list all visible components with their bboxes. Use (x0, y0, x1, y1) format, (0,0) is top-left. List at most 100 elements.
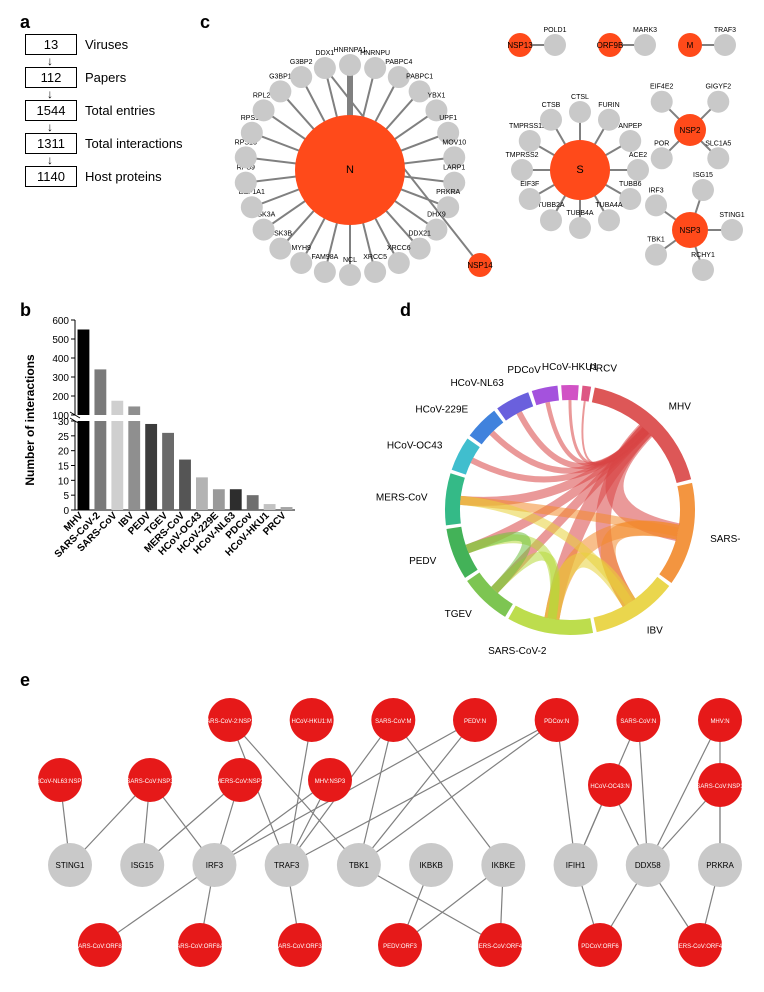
svg-text:G3BP1: G3BP1 (269, 73, 292, 80)
svg-text:HCoV-HKU1:M: HCoV-HKU1:M (291, 719, 331, 725)
svg-text:POLD1: POLD1 (544, 27, 567, 34)
svg-text:IRF3: IRF3 (206, 861, 224, 870)
panel-b-chart: 100200300400500600051015202530Number of … (20, 310, 300, 580)
svg-text:ISG15: ISG15 (131, 861, 154, 870)
svg-text:15: 15 (58, 462, 70, 473)
svg-text:UPF1: UPF1 (439, 115, 457, 122)
svg-text:HCoV-NL63: HCoV-NL63 (450, 378, 504, 389)
panel-d-chord: MHVSARS-CoVIBVSARS-CoV-2TGEVPEDVMERS-CoV… (340, 310, 740, 670)
svg-text:EIF4E2: EIF4E2 (650, 84, 673, 91)
svg-text:TBK1: TBK1 (349, 861, 370, 870)
panel-a-label: a (20, 12, 30, 33)
svg-text:PEDV:N: PEDV:N (464, 719, 486, 725)
flow-row: 13Viruses (25, 34, 195, 55)
svg-text:TRAF3: TRAF3 (714, 27, 736, 34)
flow-value: 1544 (25, 100, 77, 121)
svg-text:25: 25 (58, 432, 70, 443)
svg-text:DDX1: DDX1 (316, 50, 335, 57)
svg-text:MERS-CoV: MERS-CoV (376, 493, 428, 504)
svg-text:ACE2: ACE2 (629, 152, 647, 159)
svg-text:ANPEP: ANPEP (618, 123, 642, 130)
svg-text:5: 5 (63, 491, 69, 502)
panel-e-network: STING1 ISG15 IRF3 TRAF3 TBK1 IKBKB IKBKE IFIH1 D… (20, 680, 750, 980)
svg-text:HCoV-OC43: HCoV-OC43 (387, 440, 443, 451)
svg-text:FURIN: FURIN (598, 102, 619, 109)
figure: a b c d e 13Viruses↓112Papers↓1544Total … (10, 10, 754, 982)
svg-text:MERS-CoV:ORF4B: MERS-CoV:ORF4B (474, 944, 526, 950)
svg-text:300: 300 (52, 373, 69, 384)
svg-text:N: N (346, 164, 354, 176)
svg-text:PEDV:ORF3: PEDV:ORF3 (383, 944, 417, 950)
svg-text:SARS-CoV:NSP3: SARS-CoV:NSP3 (126, 779, 174, 785)
svg-text:IFIH1: IFIH1 (566, 861, 586, 870)
svg-text:600: 600 (52, 316, 69, 327)
svg-text:FAM98A: FAM98A (311, 254, 338, 261)
svg-text:SARS-CoV:ORF8AB: SARS-CoV:ORF8AB (172, 944, 227, 950)
svg-text:MERS-CoV:ORF4A: MERS-CoV:ORF4A (674, 944, 726, 950)
svg-text:NSP3: NSP3 (680, 226, 701, 235)
panel-a-flow: 13Viruses↓112Papers↓1544Total entries↓13… (25, 34, 195, 189)
svg-text:RCHY1: RCHY1 (691, 252, 715, 259)
svg-text:PDCoV: PDCoV (507, 365, 541, 376)
flow-label: Total entries (85, 103, 155, 118)
flow-row: 1544 Total entries (25, 100, 195, 121)
svg-text:MHV:NSP3: MHV:NSP3 (315, 779, 346, 785)
svg-text:NSP14: NSP14 (467, 261, 493, 270)
svg-text:NSP13: NSP13 (507, 41, 533, 50)
flow-arrow: ↓ (47, 156, 195, 164)
svg-text:500: 500 (52, 335, 69, 346)
svg-text:PRKRA: PRKRA (706, 861, 734, 870)
svg-text:SARS-CoV:NSP1: SARS-CoV:NSP1 (696, 784, 744, 790)
svg-text:SARS-CoV:M: SARS-CoV:M (375, 719, 411, 725)
svg-text:20: 20 (58, 447, 70, 458)
svg-text:TBK1: TBK1 (647, 237, 665, 244)
svg-text:HNRNPU: HNRNPU (360, 50, 390, 57)
svg-text:GIGYF2: GIGYF2 (705, 84, 731, 91)
svg-text:XRCC5: XRCC5 (363, 254, 387, 261)
svg-text:TMPRSS2: TMPRSS2 (505, 152, 538, 159)
svg-text:PRKRA: PRKRA (436, 189, 460, 196)
svg-text:DDX58: DDX58 (635, 861, 661, 870)
svg-text:MYH9: MYH9 (291, 245, 311, 252)
svg-text:DDX21: DDX21 (408, 231, 431, 238)
flow-label: Host proteins (85, 169, 162, 184)
svg-text:TRAF3: TRAF3 (274, 861, 300, 870)
svg-text:SARS-CoV:N: SARS-CoV:N (620, 719, 656, 725)
svg-text:STING1: STING1 (56, 861, 85, 870)
svg-text:MERS-CoV:NSP3: MERS-CoV:NSP3 (216, 779, 265, 785)
svg-text:IRF3: IRF3 (648, 187, 663, 194)
svg-text:NSP2: NSP2 (680, 126, 701, 135)
svg-text:IBV: IBV (647, 626, 663, 637)
svg-text:SARS-CoV:ORF8B: SARS-CoV:ORF8B (74, 944, 125, 950)
svg-text:MOV10: MOV10 (442, 139, 466, 146)
svg-text:10: 10 (58, 476, 70, 487)
svg-text:ISG15: ISG15 (693, 172, 713, 179)
svg-text:NCL: NCL (343, 257, 357, 264)
svg-text:CTSB: CTSB (542, 102, 561, 109)
svg-text:S: S (576, 164, 583, 176)
svg-text:PABPC1: PABPC1 (406, 73, 433, 80)
flow-row: 112Papers (25, 67, 195, 88)
svg-text:IKBKE: IKBKE (492, 861, 516, 870)
svg-text:SARS-CoV: SARS-CoV (710, 534, 740, 545)
svg-text:SLC1A5: SLC1A5 (705, 140, 731, 147)
svg-text:30: 30 (58, 417, 70, 428)
svg-text:IKBKB: IKBKB (419, 861, 443, 870)
svg-text:Number of interactions: Number of interactions (23, 354, 37, 486)
svg-text:PDCoV:ORF6: PDCoV:ORF6 (581, 944, 619, 950)
svg-text:G3BP2: G3BP2 (290, 59, 313, 66)
flow-arrow: ↓ (47, 57, 195, 65)
svg-text:SARS-CoV-2:NSP13: SARS-CoV-2:NSP13 (202, 719, 258, 725)
svg-text:SARS-CoV:ORF3A: SARS-CoV:ORF3A (274, 944, 325, 950)
svg-text:TUBB6: TUBB6 (619, 181, 642, 188)
svg-text:HCoV-NL63:NSP3: HCoV-NL63:NSP3 (35, 779, 85, 785)
svg-text:YBX1: YBX1 (427, 92, 445, 99)
svg-text:PEDV: PEDV (409, 556, 437, 567)
flow-row: 1311Total interactions (25, 133, 195, 154)
svg-text:M: M (687, 41, 694, 50)
flow-value: 13 (25, 34, 77, 55)
svg-text:TUBB4A: TUBB4A (566, 210, 594, 217)
svg-text:XRCC6: XRCC6 (387, 245, 411, 252)
svg-text:DHX9: DHX9 (427, 212, 446, 219)
svg-text:TGEV: TGEV (445, 609, 473, 620)
